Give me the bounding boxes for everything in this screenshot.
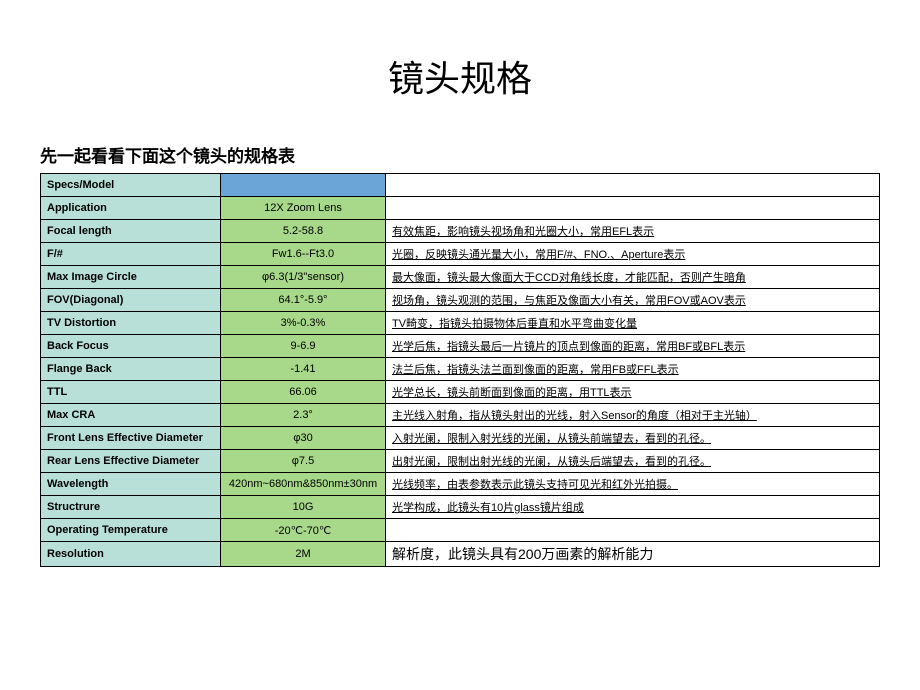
spec-value: 66.06 (221, 381, 386, 404)
spec-value: 3%-0.3% (221, 312, 386, 335)
spec-value: 2.3° (221, 404, 386, 427)
spec-value: 12X Zoom Lens (221, 197, 386, 220)
table-row: Resolution2M解析度，此镜头具有200万画素的解析能力 (41, 542, 880, 567)
table-row: Back Focus9-6.9光学后焦，指镜头最后一片镜片的顶点到像面的距离，常… (41, 335, 880, 358)
spec-value: φ30 (221, 427, 386, 450)
page-subtitle: 先一起看看下面这个镜头的规格表 (40, 142, 880, 167)
spec-description: 出射光阑，限制出射光线的光阑，从镜头后端望去，看到的孔径。 (386, 450, 880, 473)
spec-label: Operating Temperature (41, 519, 221, 542)
spec-description: 主光线入射角，指从镜头射出的光线，射入Sensor的角度（相对于主光轴） (386, 404, 880, 427)
spec-description (386, 197, 880, 220)
table-row: FOV(Diagonal)64.1°-5.9°视场角，镜头观测的范围，与焦距及像… (41, 289, 880, 312)
spec-description: 光学总长，镜头前断面到像面的距离，用TTL表示 (386, 381, 880, 404)
spec-label: Front Lens Effective Diameter (41, 427, 221, 450)
table-row: TV Distortion3%-0.3%TV畸变，指镜头拍摄物体后垂直和水平弯曲… (41, 312, 880, 335)
table-row: Flange Back-1.41法兰后焦，指镜头法兰面到像面的距离，常用FB或F… (41, 358, 880, 381)
spec-label: TTL (41, 381, 221, 404)
spec-value: 10G (221, 496, 386, 519)
spec-value: 420nm~680nm&850nm±30nm (221, 473, 386, 496)
spec-value: -1.41 (221, 358, 386, 381)
spec-value: φ7.5 (221, 450, 386, 473)
spec-description: 光学后焦，指镜头最后一片镜片的顶点到像面的距离，常用BF或BFL表示 (386, 335, 880, 358)
table-row: F/#Fw1.6--Ft3.0光圈，反映镜头通光量大小，常用F/#、FNO.、A… (41, 243, 880, 266)
spec-value: 2M (221, 542, 386, 567)
spec-value: Fw1.6--Ft3.0 (221, 243, 386, 266)
table-row: Operating Temperature-20℃-70℃ (41, 519, 880, 542)
spec-label: Focal length (41, 220, 221, 243)
spec-description (386, 519, 880, 542)
table-row: Focal length5.2-58.8有效焦距，影响镜头视场角和光圈大小，常用… (41, 220, 880, 243)
page-title: 镜头规格 (40, 50, 880, 102)
spec-label: Wavelength (41, 473, 221, 496)
spec-description: TV畸变，指镜头拍摄物体后垂直和水平弯曲变化量 (386, 312, 880, 335)
spec-description: 光学构成，此镜头有10片glass镜片组成 (386, 496, 880, 519)
table-row: Max CRA2.3°主光线入射角，指从镜头射出的光线，射入Sensor的角度（… (41, 404, 880, 427)
table-row: TTL66.06光学总长，镜头前断面到像面的距离，用TTL表示 (41, 381, 880, 404)
table-row: Application12X Zoom Lens (41, 197, 880, 220)
spec-description: 最大像面，镜头最大像面大于CCD对角线长度，才能匹配，否则产生暗角 (386, 266, 880, 289)
spec-value: φ6.3(1/3"sensor) (221, 266, 386, 289)
spec-label: Resolution (41, 542, 221, 567)
table-row: Rear Lens Effective Diameterφ7.5出射光阑，限制出… (41, 450, 880, 473)
spec-label: TV Distortion (41, 312, 221, 335)
spec-value: -20℃-70℃ (221, 519, 386, 542)
spec-description: 视场角，镜头观测的范围，与焦距及像面大小有关，常用FOV或AOV表示 (386, 289, 880, 312)
spec-value: 5.2-58.8 (221, 220, 386, 243)
spec-value: 9-6.9 (221, 335, 386, 358)
table-row: Wavelength420nm~680nm&850nm±30nm光线频率，由表参… (41, 473, 880, 496)
spec-label: Application (41, 197, 221, 220)
table-header-desc (386, 174, 880, 197)
spec-description: 有效焦距，影响镜头视场角和光圈大小，常用EFL表示 (386, 220, 880, 243)
spec-value: 64.1°-5.9° (221, 289, 386, 312)
spec-label: Flange Back (41, 358, 221, 381)
spec-label: F/# (41, 243, 221, 266)
spec-description: 光圈，反映镜头通光量大小，常用F/#、FNO.、Aperture表示 (386, 243, 880, 266)
spec-description: 解析度，此镜头具有200万画素的解析能力 (386, 542, 880, 567)
spec-label: FOV(Diagonal) (41, 289, 221, 312)
table-header-value (221, 174, 386, 197)
spec-table: Specs/ModelApplication12X Zoom LensFocal… (40, 173, 880, 567)
spec-label: Structrure (41, 496, 221, 519)
table-row: Front Lens Effective Diameterφ30入射光阑，限制入… (41, 427, 880, 450)
spec-description: 法兰后焦，指镜头法兰面到像面的距离，常用FB或FFL表示 (386, 358, 880, 381)
spec-label: Max Image Circle (41, 266, 221, 289)
spec-description: 光线频率，由表参数表示此镜头支持可见光和红外光拍摄。 (386, 473, 880, 496)
spec-label: Back Focus (41, 335, 221, 358)
spec-label: Max CRA (41, 404, 221, 427)
spec-description: 入射光阑，限制入射光线的光阑，从镜头前端望去，看到的孔径。 (386, 427, 880, 450)
table-row: Max Image Circleφ6.3(1/3"sensor)最大像面，镜头最… (41, 266, 880, 289)
table-row: Structrure10G光学构成，此镜头有10片glass镜片组成 (41, 496, 880, 519)
spec-label: Rear Lens Effective Diameter (41, 450, 221, 473)
table-header-label: Specs/Model (41, 174, 221, 197)
